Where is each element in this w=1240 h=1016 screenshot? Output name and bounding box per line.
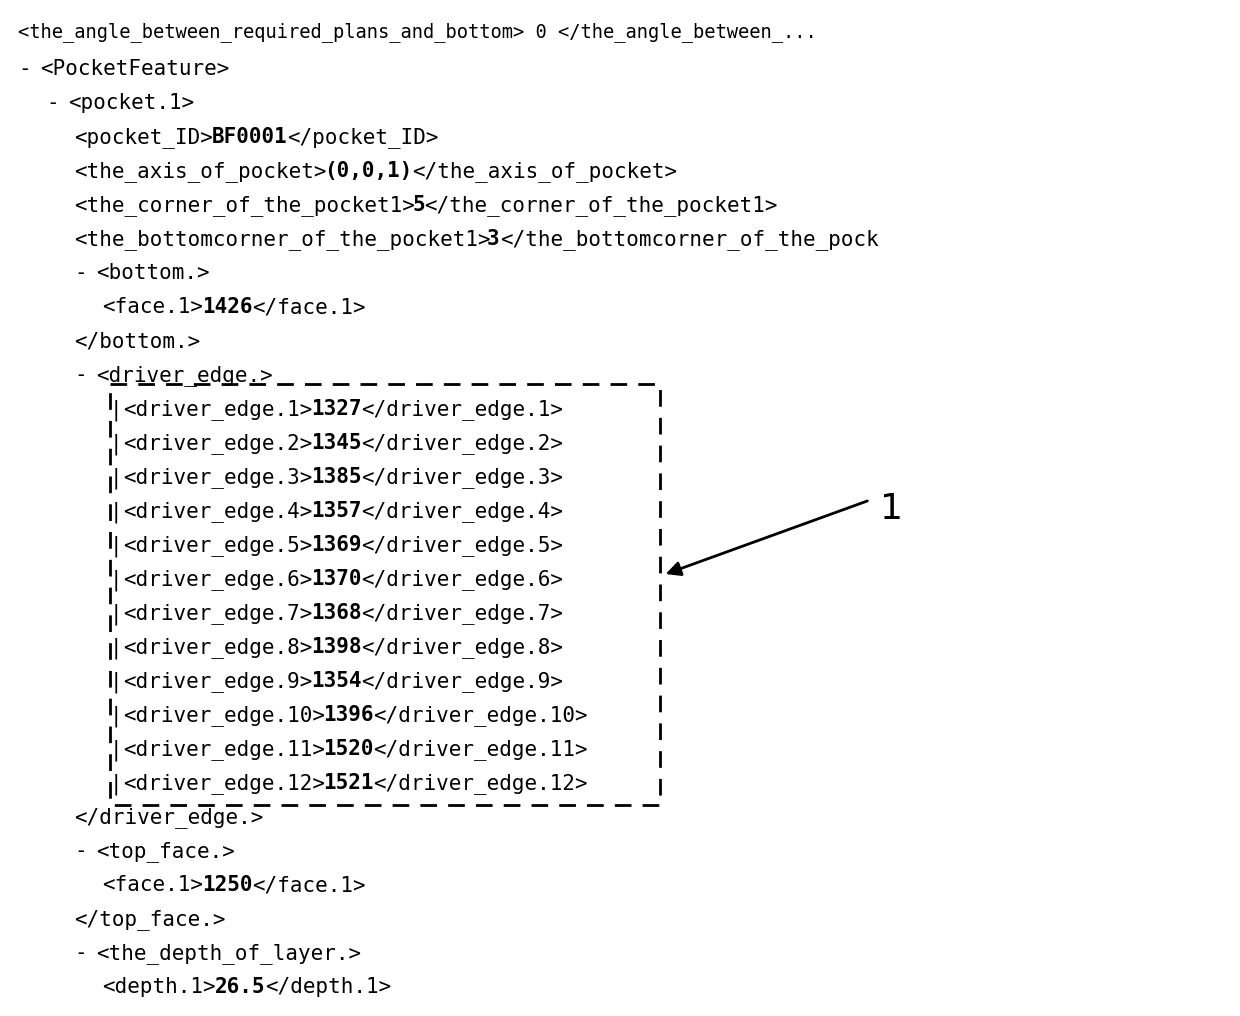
Text: <the_corner_of_the_pocket1>: <the_corner_of_the_pocket1> xyxy=(74,195,415,216)
Text: 1369: 1369 xyxy=(311,535,361,556)
Text: BF0001: BF0001 xyxy=(212,127,288,147)
Text: </depth.1>: </depth.1> xyxy=(265,977,391,998)
Text: <PocketFeature>: <PocketFeature> xyxy=(40,59,229,79)
Text: |: | xyxy=(110,705,123,726)
Text: |: | xyxy=(110,535,123,557)
Text: -: - xyxy=(74,841,87,862)
Text: 1: 1 xyxy=(880,492,903,526)
Text: 1354: 1354 xyxy=(311,672,361,692)
Text: </driver_edge.11>: </driver_edge.11> xyxy=(373,740,588,760)
Text: |: | xyxy=(110,672,123,693)
Text: <driver_edge.3>: <driver_edge.3> xyxy=(123,467,312,489)
Text: 1426: 1426 xyxy=(202,298,253,317)
Text: <driver_edge.2>: <driver_edge.2> xyxy=(123,434,312,454)
Text: 1327: 1327 xyxy=(311,399,361,420)
Text: <driver_edge.5>: <driver_edge.5> xyxy=(123,535,312,557)
Text: (0,0,1): (0,0,1) xyxy=(325,162,413,182)
Text: -: - xyxy=(74,944,87,963)
Text: </driver_edge.8>: </driver_edge.8> xyxy=(361,637,563,658)
Text: <the_axis_of_pocket>: <the_axis_of_pocket> xyxy=(74,162,326,182)
Text: </top_face.>: </top_face.> xyxy=(74,909,226,931)
Text: 1368: 1368 xyxy=(311,604,361,624)
Text: </driver_edge.>: </driver_edge.> xyxy=(74,808,263,828)
Text: <driver_edge.1>: <driver_edge.1> xyxy=(123,399,312,421)
Text: </driver_edge.7>: </driver_edge.7> xyxy=(361,604,563,625)
Text: <pocket_ID>: <pocket_ID> xyxy=(74,127,213,148)
Text: <pocket.1>: <pocket.1> xyxy=(68,93,195,114)
Text: </bottom.>: </bottom.> xyxy=(74,331,200,352)
Text: <driver_edge.10>: <driver_edge.10> xyxy=(123,705,325,726)
Text: |: | xyxy=(110,773,123,795)
Text: -: - xyxy=(74,366,87,385)
Text: </pocket_ID>: </pocket_ID> xyxy=(286,127,439,148)
Text: |: | xyxy=(110,604,123,625)
Text: 1520: 1520 xyxy=(324,740,373,759)
Text: 1250: 1250 xyxy=(202,876,253,895)
Text: </the_axis_of_pocket>: </the_axis_of_pocket> xyxy=(412,162,677,182)
Text: </driver_edge.1>: </driver_edge.1> xyxy=(361,399,563,421)
Text: <driver_edge.>: <driver_edge.> xyxy=(95,366,273,386)
Text: <driver_edge.7>: <driver_edge.7> xyxy=(123,604,312,625)
Text: <bottom.>: <bottom.> xyxy=(95,263,210,283)
Text: -: - xyxy=(19,59,31,79)
Text: 1345: 1345 xyxy=(311,434,361,453)
Text: <driver_edge.9>: <driver_edge.9> xyxy=(123,672,312,692)
Text: <top_face.>: <top_face.> xyxy=(95,841,234,863)
Bar xyxy=(110,384,660,805)
Text: </driver_edge.4>: </driver_edge.4> xyxy=(361,502,563,522)
Text: 1398: 1398 xyxy=(311,637,361,657)
Text: 1396: 1396 xyxy=(324,705,373,725)
Text: 1357: 1357 xyxy=(311,502,361,521)
Text: |: | xyxy=(110,740,123,761)
Text: 26.5: 26.5 xyxy=(215,977,265,998)
Text: <driver_edge.11>: <driver_edge.11> xyxy=(123,740,325,760)
Text: <the_depth_of_layer.>: <the_depth_of_layer.> xyxy=(95,944,361,964)
Text: |: | xyxy=(110,569,123,591)
Text: </driver_edge.10>: </driver_edge.10> xyxy=(373,705,588,726)
Text: </driver_edge.2>: </driver_edge.2> xyxy=(361,434,563,454)
Text: <depth.1>: <depth.1> xyxy=(102,977,216,998)
Text: |: | xyxy=(110,637,123,659)
Text: </driver_edge.3>: </driver_edge.3> xyxy=(361,467,563,489)
Text: <driver_edge.6>: <driver_edge.6> xyxy=(123,569,312,590)
Text: |: | xyxy=(110,467,123,489)
Text: <the_angle_between_required_plans_and_bottom> 0 </the_angle_between_...: <the_angle_between_required_plans_and_bo… xyxy=(19,22,817,42)
Text: <face.1>: <face.1> xyxy=(102,298,203,317)
Text: 3: 3 xyxy=(487,230,500,249)
Text: </driver_edge.6>: </driver_edge.6> xyxy=(361,569,563,590)
Text: </face.1>: </face.1> xyxy=(252,298,366,317)
Text: |: | xyxy=(110,399,123,421)
Text: 5: 5 xyxy=(412,195,424,215)
Text: 1385: 1385 xyxy=(311,467,361,488)
Text: <driver_edge.8>: <driver_edge.8> xyxy=(123,637,312,658)
Text: </driver_edge.5>: </driver_edge.5> xyxy=(361,535,563,557)
Text: |: | xyxy=(110,434,123,455)
Text: -: - xyxy=(74,263,87,283)
Text: </face.1>: </face.1> xyxy=(252,876,366,895)
Text: -: - xyxy=(46,93,58,114)
Text: |: | xyxy=(110,502,123,523)
Text: <face.1>: <face.1> xyxy=(102,876,203,895)
Text: 1370: 1370 xyxy=(311,569,361,589)
Text: 1521: 1521 xyxy=(324,773,373,793)
Text: <the_bottomcorner_of_the_pocket1>: <the_bottomcorner_of_the_pocket1> xyxy=(74,230,491,250)
Text: <driver_edge.12>: <driver_edge.12> xyxy=(123,773,325,795)
Text: </driver_edge.12>: </driver_edge.12> xyxy=(373,773,588,795)
Text: <driver_edge.4>: <driver_edge.4> xyxy=(123,502,312,522)
Text: </the_corner_of_the_pocket1>: </the_corner_of_the_pocket1> xyxy=(424,195,777,216)
Text: </the_bottomcorner_of_the_pock: </the_bottomcorner_of_the_pock xyxy=(500,230,878,250)
Text: </driver_edge.9>: </driver_edge.9> xyxy=(361,672,563,692)
